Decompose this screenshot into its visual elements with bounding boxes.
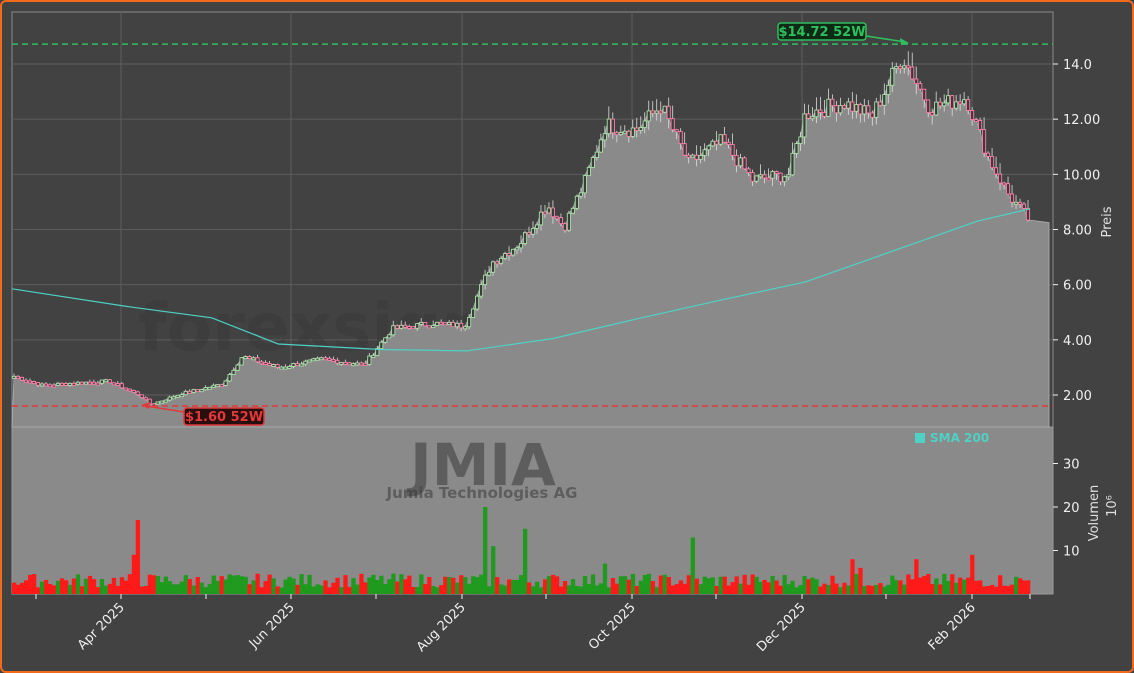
x-tick-label: Aug 2025 (414, 600, 469, 655)
candlesticks (11, 51, 1031, 407)
volume-tick-label: 10 (1063, 545, 1080, 560)
legend-swatch-sma (915, 433, 925, 443)
x-tick-label: Apr 2025 (75, 600, 128, 653)
annotation-52w-low: $1.60 52W (141, 402, 265, 426)
price-tick-label: 6.00 (1063, 279, 1092, 294)
price-tick-label: 10.00 (1063, 168, 1100, 183)
volume-axis-title: Volumen (1087, 485, 1102, 542)
price-axis-title: Preis (1100, 206, 1115, 237)
52w-high-label: $14.72 52W (778, 25, 865, 40)
watermark-ticker: JMIA (406, 431, 556, 499)
x-tick-label: Feb 2026 (926, 600, 979, 653)
x-tick-label: Jun 2025 (246, 600, 298, 652)
price-tick-label: 8.00 (1063, 224, 1092, 239)
sma-200-line (11, 208, 1031, 352)
52w-lines (12, 43, 1053, 407)
x-tick-label: Oct 2025 (586, 600, 639, 653)
price-tick-label: 2.00 (1063, 389, 1092, 404)
annotation-52w-high: $14.72 52W (777, 22, 909, 45)
x-tick-label: Dec 2025 (754, 600, 809, 655)
legend-label-sma: SMA 200 (930, 431, 989, 445)
legend: SMA 200 (915, 431, 989, 445)
volume-bars (12, 507, 1031, 594)
watermark-company: Jumia Technologies AG (386, 484, 578, 502)
price-tick-label: 14.0 (1063, 58, 1092, 73)
price-tick-label: 4.00 (1063, 334, 1092, 349)
volume-tick-label: 30 (1063, 458, 1080, 473)
volume-axis-unit: 10⁶ (1105, 495, 1120, 517)
52w-low-label: $1.60 52W (185, 410, 263, 425)
volume-tick-label: 20 (1063, 501, 1080, 516)
price-tick-label: 12.00 (1063, 113, 1100, 128)
